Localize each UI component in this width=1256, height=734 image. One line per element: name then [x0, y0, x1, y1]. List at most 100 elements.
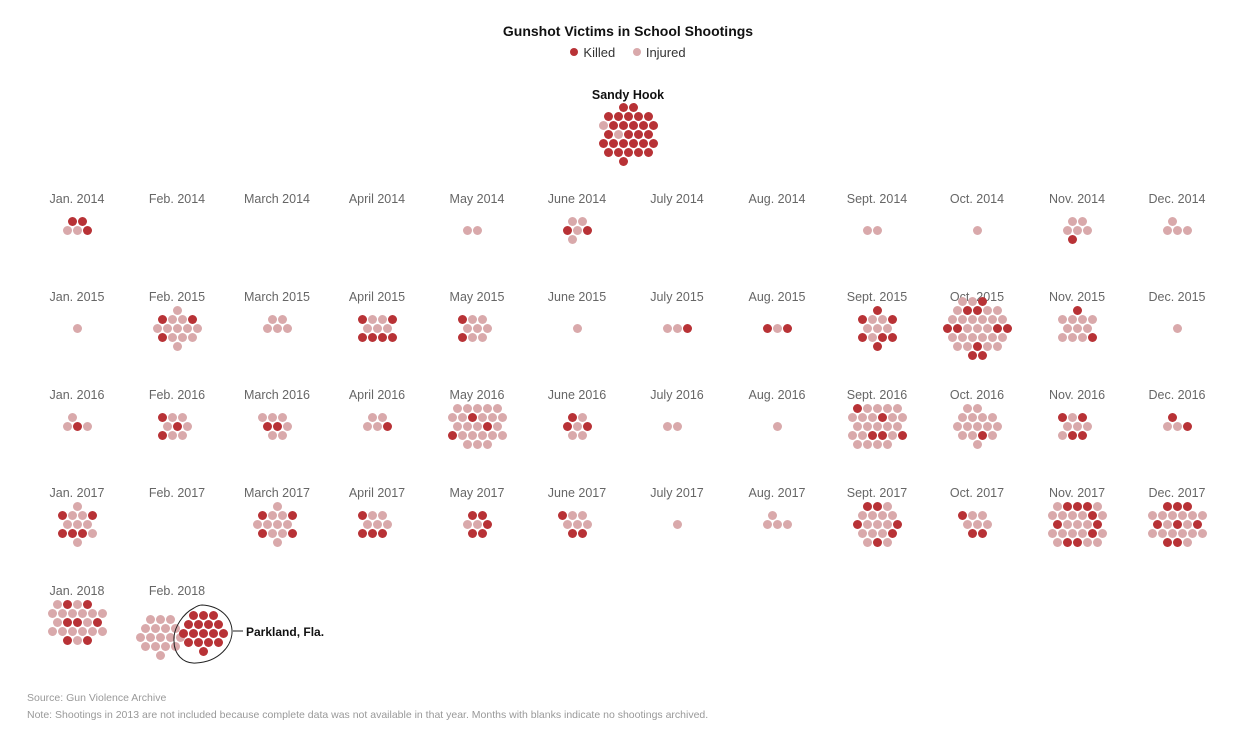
month-killed-dot [942, 323, 952, 333]
month-injured-dot [1172, 421, 1182, 431]
month-injured-dot [462, 323, 472, 333]
month-injured-dot [82, 617, 92, 627]
month-injured-dot [277, 528, 287, 538]
month-injured-dot [967, 430, 977, 440]
month-killed-dot [203, 637, 213, 647]
month-injured-dot [1067, 528, 1077, 538]
month-injured-dot [1162, 421, 1172, 431]
month-killed-dot [877, 412, 887, 422]
month-killed-dot [187, 314, 197, 324]
month-injured-dot [772, 519, 782, 529]
month-injured-dot [457, 412, 467, 422]
month-killed-dot [977, 430, 987, 440]
month-injured-dot [762, 519, 772, 529]
month-injured-dot [177, 332, 187, 342]
month-label: Aug. 2015 [748, 290, 806, 304]
month-killed-dot [482, 519, 492, 529]
month-injured-dot [972, 421, 982, 431]
month-killed-dot [67, 528, 77, 538]
month-killed-dot [762, 323, 772, 333]
month-killed-dot [213, 619, 223, 629]
month-injured-dot [882, 439, 892, 449]
month-injured-dot [72, 537, 82, 547]
month-injured-dot [852, 439, 862, 449]
month-injured-dot [165, 632, 175, 642]
month-injured-dot [1082, 225, 1092, 235]
month-injured-dot [577, 430, 587, 440]
month-killed-dot [957, 510, 967, 520]
month-killed-dot [1162, 537, 1172, 547]
month-killed-dot [377, 332, 387, 342]
month-injured-dot [867, 510, 877, 520]
month-label: June 2014 [547, 192, 607, 206]
month-injured-dot [987, 332, 997, 342]
month-killed-dot [188, 628, 198, 638]
parkland-outline-shape [173, 604, 233, 664]
month-killed-dot [467, 528, 477, 538]
month-injured-dot [377, 314, 387, 324]
month-injured-dot [1047, 510, 1057, 520]
month-label: Aug. 2016 [748, 388, 806, 402]
month-injured-dot [782, 519, 792, 529]
month-killed-dot [482, 421, 492, 431]
month-injured-dot [947, 314, 957, 324]
sandy-hook-killed-dot [623, 129, 633, 139]
month-injured-dot [947, 332, 957, 342]
month-injured-dot [477, 412, 487, 422]
month-killed-dot [567, 412, 577, 422]
month-injured-dot [145, 632, 155, 642]
month-injured-dot [492, 403, 502, 413]
month-injured-dot [1092, 501, 1102, 511]
month-label: March 2016 [243, 388, 310, 402]
sandy-hook-killed-dot [638, 138, 648, 148]
month-injured-dot [852, 421, 862, 431]
month-injured-dot [155, 650, 165, 660]
month-injured-dot [482, 403, 492, 413]
month-injured-dot [1067, 216, 1077, 226]
month-killed-dot [477, 528, 487, 538]
month-label: Jan. 2018 [49, 584, 105, 598]
month-injured-dot [867, 314, 877, 324]
month-injured-dot [472, 519, 482, 529]
month-killed-dot [977, 528, 987, 538]
month-killed-dot [357, 528, 367, 538]
month-label: May 2017 [449, 486, 505, 500]
month-killed-dot [992, 323, 1002, 333]
sandy-hook-killed-dot [613, 111, 623, 121]
month-killed-dot [1182, 501, 1192, 511]
month-injured-dot [1052, 537, 1062, 547]
month-injured-dot [952, 341, 962, 351]
month-killed-dot [877, 430, 887, 440]
month-injured-dot [862, 323, 872, 333]
sandy-hook-killed-dot [643, 147, 653, 157]
month-injured-dot [72, 599, 82, 609]
month-killed-dot [77, 528, 87, 538]
month-injured-dot [377, 510, 387, 520]
month-injured-dot [167, 430, 177, 440]
month-killed-dot [287, 528, 297, 538]
month-injured-dot [1072, 519, 1082, 529]
month-killed-dot [82, 225, 92, 235]
month-killed-dot [872, 305, 882, 315]
month-injured-dot [577, 412, 587, 422]
month-injured-dot [272, 537, 282, 547]
month-injured-dot [192, 323, 202, 333]
month-injured-dot [72, 323, 82, 333]
month-label: Sept. 2015 [846, 290, 908, 304]
sandy-hook-killed-dot [643, 129, 653, 139]
month-injured-dot [177, 430, 187, 440]
month-injured-dot [662, 323, 672, 333]
month-killed-dot [872, 501, 882, 511]
month-injured-dot [167, 412, 177, 422]
month-label: Nov. 2014 [1048, 192, 1106, 206]
month-killed-dot [1067, 430, 1077, 440]
month-injured-dot [977, 510, 987, 520]
month-injured-dot [877, 528, 887, 538]
month-injured-dot [992, 341, 1002, 351]
month-killed-dot [157, 332, 167, 342]
month-injured-dot [572, 519, 582, 529]
month-injured-dot [1162, 519, 1172, 529]
month-injured-dot [857, 430, 867, 440]
methodology-note: Note: Shootings in 2013 are not included… [27, 709, 709, 721]
month-injured-dot [867, 412, 877, 422]
